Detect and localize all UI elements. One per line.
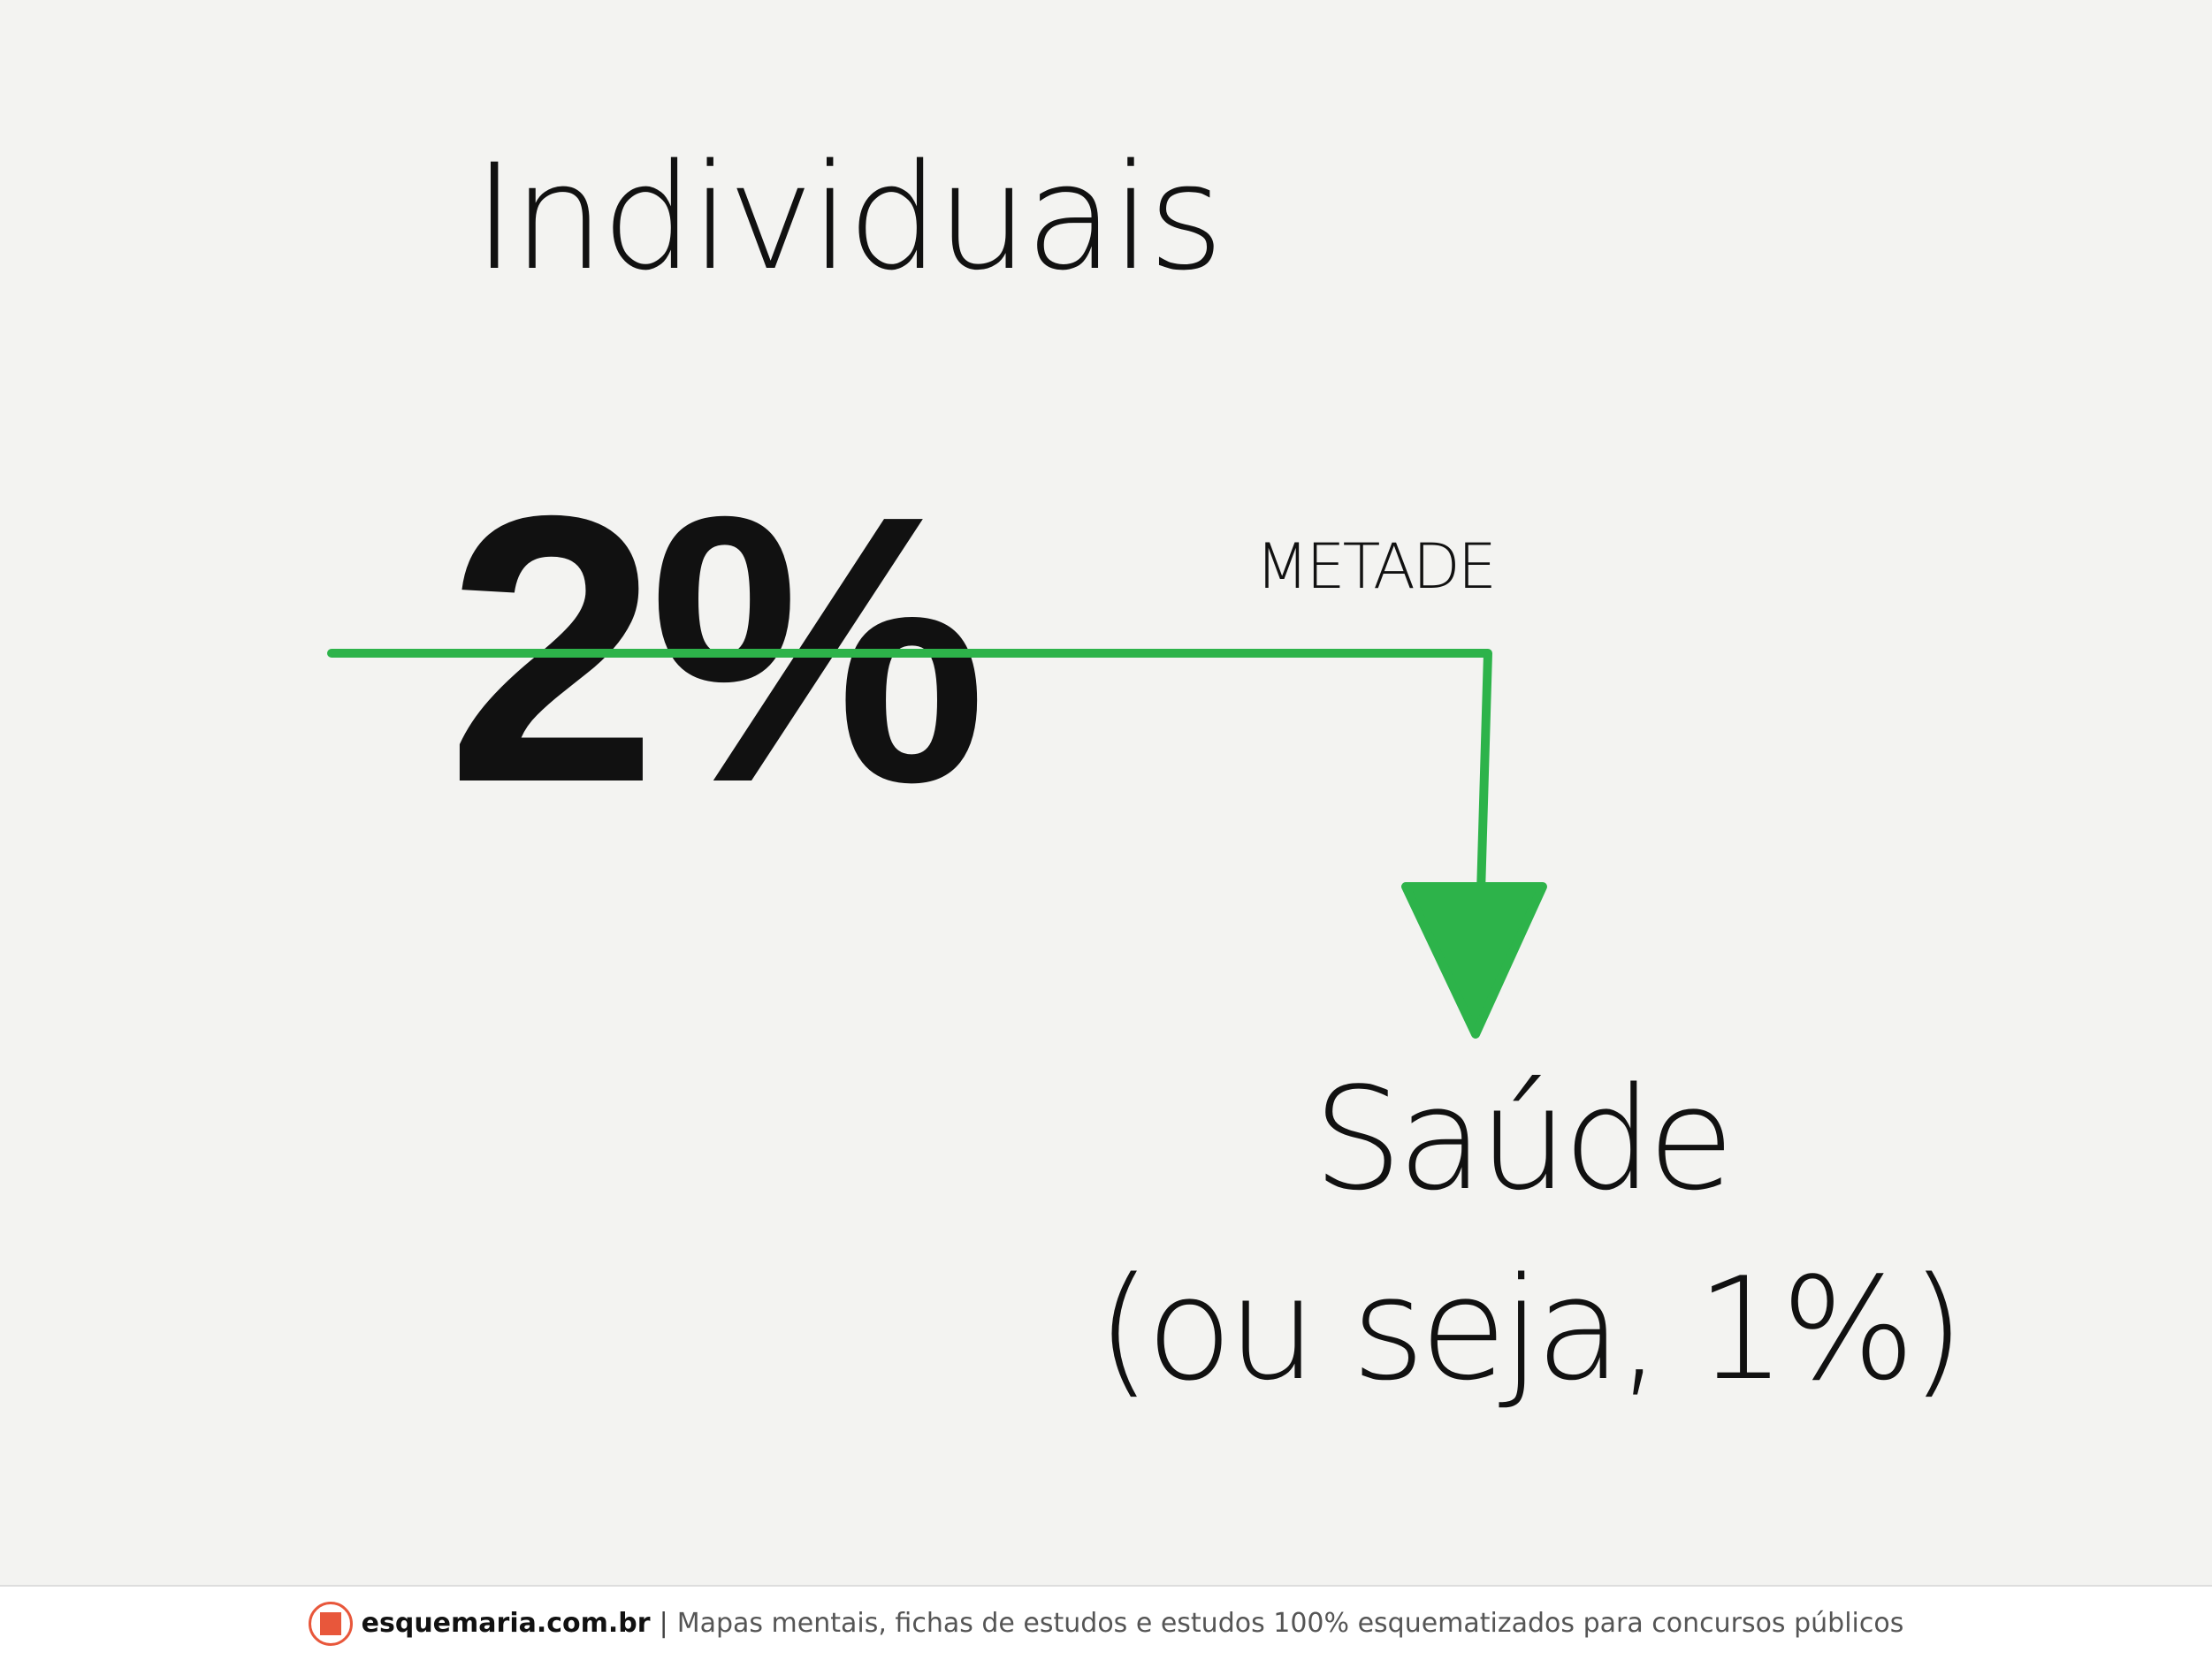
footer-tagline: Mapas mentais, fichas de estudos e estud… [676,1608,1904,1639]
footer-separator: | [659,1608,668,1639]
arrow-line [327,649,1492,897]
footer-brand: esquemaria.com.br [361,1608,651,1639]
arrow-label: METADE [1255,530,1497,603]
arrow-head [1401,882,1547,1039]
note-label: (ou seja, 1%) [1096,1246,1965,1412]
footer: esquemaria.com.br | Mapas mentais, ficha… [0,1585,2212,1660]
target-label: Saúde [1313,1056,1735,1222]
esquemaria-logo-icon [308,1601,353,1646]
heading-individuais: Individuais [473,133,1224,302]
